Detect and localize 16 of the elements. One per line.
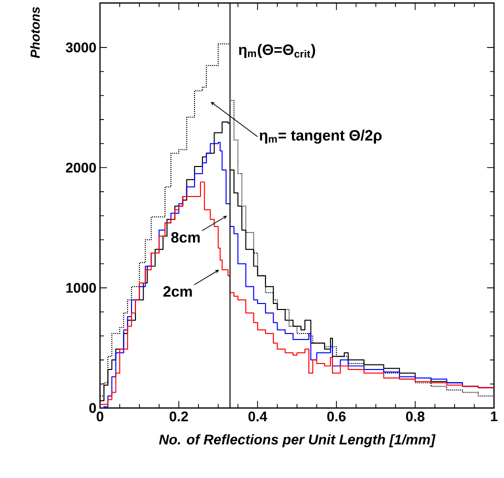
ref-line-label: η$_{m}$(Θ=Θ$_{crit}$) [238,44,316,58]
y-tick-label: 0 [89,403,96,413]
y-axis-title: Photons [30,6,40,58]
x-tick-label: 1 [491,412,498,422]
y-tick-label: 2000 [66,162,96,173]
x-tick-label: 0.2 [170,412,188,422]
x-tick-label: 0 [96,412,104,422]
y-tick-label: 3000 [66,42,96,52]
x-tick-label: 0.6 [327,412,346,422]
x-axis-title: No. of Reflections per Unit Length [1/mm] [159,434,436,448]
annotation: 8cm [171,232,200,243]
x-tick-label: 0.4 [248,412,268,422]
y-tick-label: 1000 [66,282,96,293]
annotation: η$_{m}$= tangent Θ/2ρ [260,130,382,144]
x-tick-label: 0.8 [406,412,424,422]
annotation: 2cm [163,286,192,297]
